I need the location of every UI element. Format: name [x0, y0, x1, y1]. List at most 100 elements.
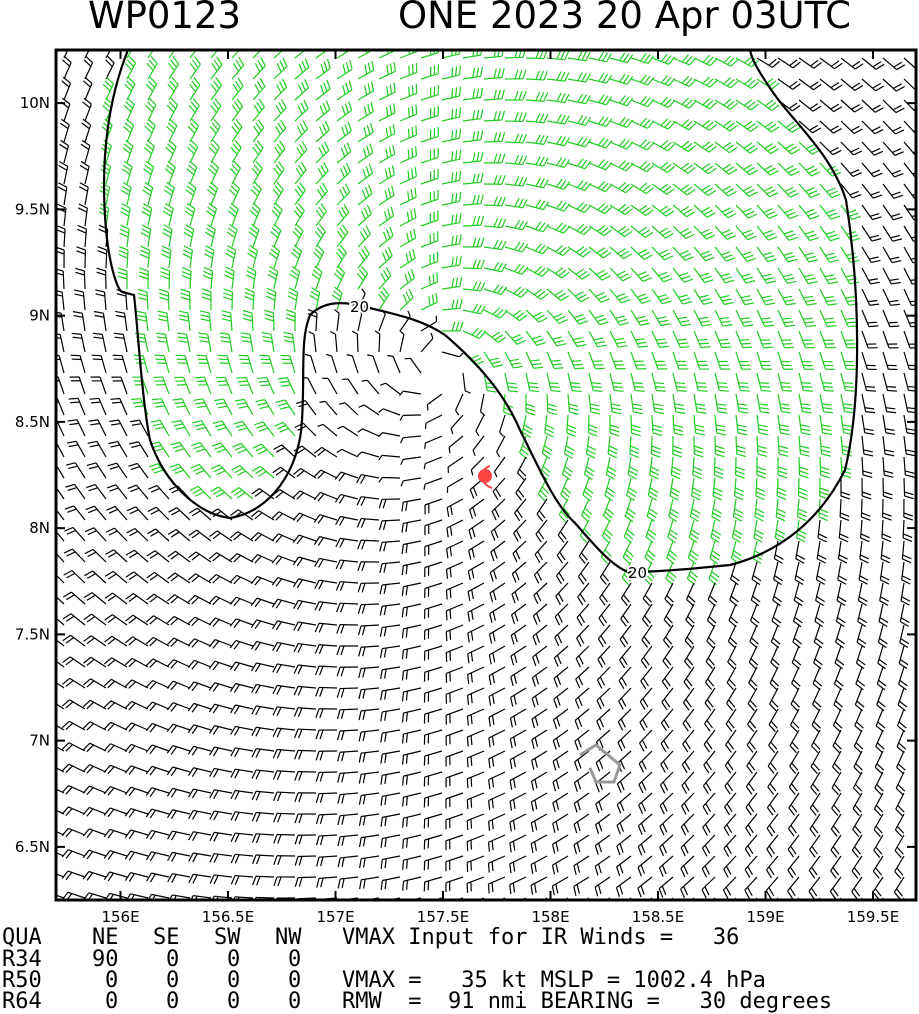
wind-barb [896, 729, 907, 754]
wind-barb-strong [588, 330, 608, 348]
wind-barb [637, 855, 653, 877]
wind-barb [852, 813, 863, 838]
wind-barb [188, 507, 212, 521]
wind-barb-strong [714, 330, 732, 349]
wind-barb [855, 666, 866, 691]
wind-barb [63, 548, 86, 563]
wind-barb [723, 813, 737, 837]
wind-barb-strong [207, 181, 219, 206]
wind-barb [103, 786, 128, 796]
wind-barb [166, 594, 191, 605]
wind-barb [809, 834, 821, 858]
wind-barb-strong [285, 309, 296, 332]
wind-barb-strong [567, 115, 592, 126]
wind-barb-strong [567, 223, 592, 236]
wind-barb-strong [546, 309, 568, 324]
wind-barb [748, 645, 759, 670]
wind-barb [574, 750, 590, 772]
wind-barb-strong [378, 226, 394, 248]
wind-barb [104, 614, 128, 626]
wind-barb-strong [167, 76, 179, 101]
wind-barb-strong [525, 243, 550, 255]
wind-barb [401, 519, 422, 533]
wind-barb-strong [630, 267, 652, 282]
wind-barb [445, 687, 464, 704]
wind-barb [877, 645, 888, 670]
wind-barb [103, 657, 128, 668]
wind-barb [103, 871, 128, 882]
x-tick-label: 156E [101, 908, 139, 926]
wind-barb-strong [252, 443, 275, 458]
wind-barb-strong [588, 72, 613, 84]
wind-barb [685, 603, 695, 628]
wind-barb [113, 332, 128, 353]
wind-barb [498, 414, 506, 437]
wind-barb [79, 160, 90, 185]
wind-barb [840, 99, 863, 113]
wind-barb-strong [150, 419, 170, 437]
wind-barb [702, 792, 716, 816]
wind-barb [530, 813, 548, 833]
wind-barb [424, 498, 443, 515]
wind-barb [510, 624, 527, 645]
wind-barb-strong [253, 421, 275, 437]
wind-barb-strong [567, 309, 589, 325]
wind-barb-strong [209, 118, 221, 143]
wind-barb-strong [270, 223, 282, 248]
wind-barb-strong [714, 267, 735, 284]
wind-barb [488, 771, 506, 790]
wind-barb-strong [181, 266, 192, 290]
wind-barb [510, 666, 527, 686]
wind-barb [767, 750, 779, 774]
wind-barb [466, 855, 485, 872]
wind-barb [882, 141, 904, 157]
wind-barb [490, 540, 506, 562]
wind-barb [400, 477, 422, 487]
wind-barb-strong [228, 181, 240, 206]
wind-barb-strong [207, 160, 220, 185]
wind-barb [901, 561, 912, 585]
wind-barb-strong [756, 183, 779, 198]
wind-barb [902, 519, 913, 542]
wind-barb [251, 790, 275, 801]
wind-barb-strong [210, 486, 233, 500]
wind-barb-strong [144, 118, 156, 143]
wind-barb-strong [315, 59, 331, 80]
wind-barb [903, 435, 916, 457]
wind-barb [488, 624, 506, 644]
wind-barb-strong [777, 246, 798, 263]
wind-barb-strong [732, 498, 744, 522]
wind-barb-strong [604, 477, 616, 502]
wind-barb-strong [585, 435, 597, 459]
wind-barb [470, 456, 485, 476]
wind-barb [573, 876, 590, 896]
wind-barb [273, 812, 296, 823]
wind-barb [78, 203, 88, 227]
wind-barb [82, 764, 107, 774]
wind-barb [616, 792, 632, 814]
wind-barb-strong [601, 519, 613, 544]
wind-barb-strong [711, 498, 722, 522]
wind-barb [553, 645, 569, 667]
wind-barb-strong [208, 139, 220, 164]
wind-barb-strong [840, 246, 860, 263]
wind-barb-strong [588, 225, 612, 237]
wind-barb-strong [154, 354, 170, 374]
wind-barb [423, 477, 443, 490]
wind-barb-strong [198, 332, 212, 353]
wind-barb [124, 807, 149, 818]
wind-barb-strong [525, 221, 550, 233]
wind-barb [684, 645, 695, 669]
wind-barb-strong [649, 456, 660, 480]
wind-barb-strong [672, 330, 690, 349]
wind-barb [680, 876, 695, 899]
wind-barb [81, 118, 92, 143]
wind-barb-strong [336, 101, 353, 122]
wind-barb-strong [211, 442, 233, 458]
wind-barb-strong [315, 100, 331, 122]
wind-barb [534, 540, 548, 564]
wind-barb [146, 593, 170, 605]
wind-barb-strong [609, 246, 633, 260]
wind-barb [509, 834, 527, 853]
wind-barb-strong [609, 203, 633, 216]
